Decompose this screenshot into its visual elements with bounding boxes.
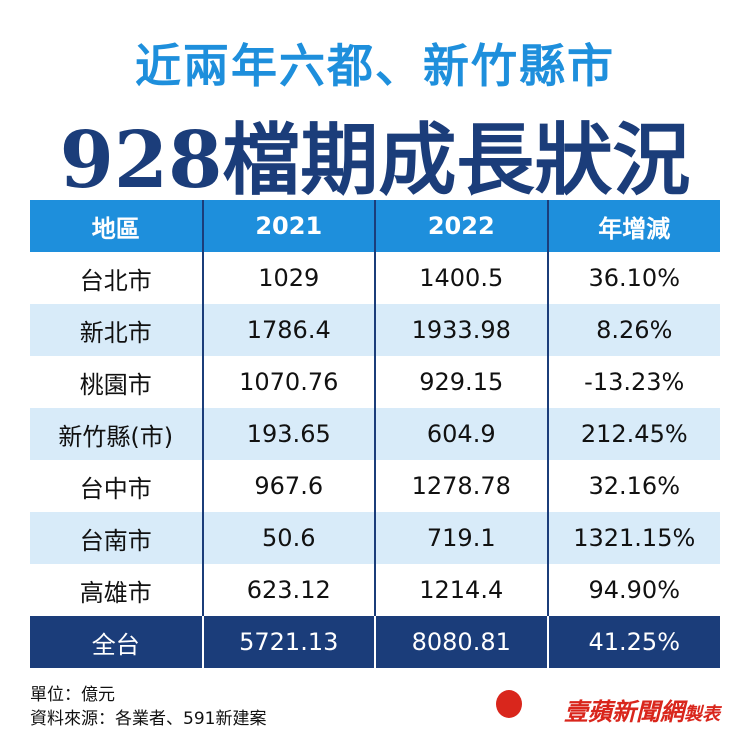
table-row: 台南市 50.6 719.1 1321.15%	[30, 512, 720, 564]
brand: 壹蘋新聞網製表	[564, 692, 720, 727]
cell: 50.6	[201, 512, 375, 564]
cell: 193.65	[201, 408, 375, 460]
cell: 2021	[201, 200, 375, 252]
header-row: 地區 2021 2022 年增減	[30, 200, 720, 252]
cell: 年增減	[546, 200, 720, 252]
brand-name: 壹蘋新聞網	[564, 698, 684, 726]
cell: 1029	[201, 252, 375, 304]
table-row: 高雄市 623.12 1214.4 94.90%	[30, 564, 720, 616]
cell: -13.23%	[546, 356, 720, 408]
title-line1: 近兩年六都、新竹縣市	[135, 39, 615, 93]
table-row: 新竹縣(市) 193.65 604.9 212.45%	[30, 408, 720, 460]
title-line2: 928檔期成長狀況	[59, 115, 691, 206]
cell: 1933.98	[374, 304, 548, 356]
total-row: 全台 5721.13 8080.81 41.25%	[30, 616, 720, 668]
cell: 新北市	[30, 304, 203, 356]
table-row: 台北市 1029 1400.5 36.10%	[30, 252, 720, 304]
cell: 1786.4	[201, 304, 375, 356]
cell: 8.26%	[546, 304, 720, 356]
cell: 1214.4	[374, 564, 548, 616]
cell: 967.6	[201, 460, 375, 512]
cell: 1321.15%	[546, 512, 720, 564]
cell: 高雄市	[79, 578, 152, 607]
table-row: 新北市 1786.4 1933.98 8.26%	[30, 304, 720, 356]
cell: 623.12	[201, 564, 375, 616]
brand-logo	[496, 690, 522, 718]
cell: 604.9	[374, 408, 548, 460]
cell: 1278.78	[374, 460, 548, 512]
cell: 5721.13	[201, 616, 375, 668]
cell: 719.1	[374, 512, 548, 564]
cell: 94.90%	[546, 564, 720, 616]
cell: 地區	[30, 200, 203, 252]
cell: 1400.5	[374, 252, 548, 304]
cell: 全台	[30, 616, 203, 668]
cell: 桃園市	[79, 370, 152, 399]
cell: 8080.81	[374, 616, 548, 668]
table-row: 台中市 967.6 1278.78 32.16%	[30, 460, 720, 512]
cell: 2022	[374, 200, 548, 252]
cell: 台中市	[79, 474, 152, 503]
table-row: 桃園市 1070.76 929.15 -13.23%	[30, 356, 720, 408]
cell: 1070.76	[201, 356, 375, 408]
cell: 台南市	[30, 512, 203, 564]
cell: 新竹縣(市)	[30, 408, 203, 460]
source-note: 資料來源：各業者、591新建案	[30, 709, 267, 729]
cell: 929.15	[374, 356, 548, 408]
unit-note: 單位：億元	[30, 685, 115, 705]
brand-suffix: 製表	[684, 704, 720, 725]
cell: 32.16%	[546, 460, 720, 512]
cell: 212.45%	[546, 408, 720, 460]
cell: 41.25%	[546, 616, 720, 668]
data-table: 地區 2021 2022 年增減 台北市 1029 1400.5 36.10% 新北市 1786.…	[30, 200, 720, 668]
cell: 36.10%	[546, 252, 720, 304]
cell: 台北市	[79, 266, 152, 295]
